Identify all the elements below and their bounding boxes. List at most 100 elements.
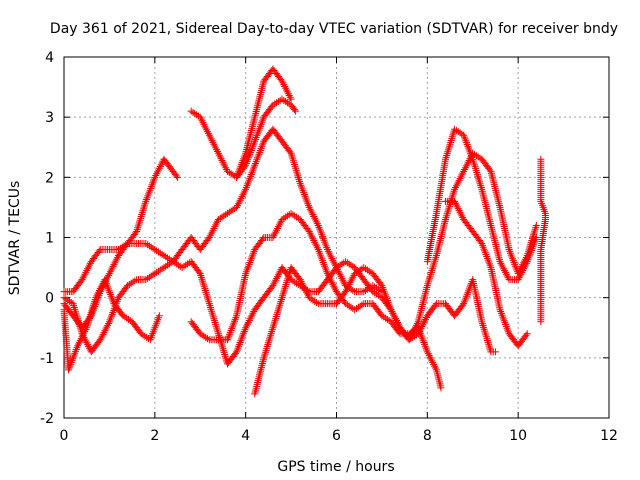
data-point [532,221,540,229]
data-point [121,313,129,321]
data-point [462,162,470,170]
data-point [273,226,281,234]
data-point [84,265,92,273]
data-point [419,321,427,329]
data-point [233,202,241,210]
data-point [514,276,522,284]
data-point [351,270,359,278]
data-point [208,228,216,236]
data-point [206,232,214,240]
data-point [312,240,320,248]
data-point [426,353,434,361]
data-point [221,162,229,170]
series-track-10 [442,197,531,350]
x-tick-label: 4 [241,428,250,444]
data-point [238,193,246,201]
data-point [200,120,208,128]
data-point [409,329,417,337]
data-point [310,212,318,220]
data-point [452,201,460,209]
data-point [227,170,235,178]
data-point [327,253,335,261]
data-point [125,280,133,288]
data-point [308,209,316,217]
data-point [164,261,172,269]
data-point [218,156,226,164]
data-point [311,297,319,305]
data-point [456,129,464,137]
data-point [339,276,347,284]
data-point [119,312,127,320]
data-point [164,254,172,262]
data-point [204,129,212,137]
data-point [312,216,320,224]
data-point [337,273,345,281]
data-point [458,171,466,179]
data-point [331,260,339,268]
data-point [205,131,213,139]
data-point [214,147,222,155]
data-point [464,158,472,166]
data-point [154,166,162,174]
data-point [394,320,402,328]
data-point [282,213,290,221]
data-point [287,209,295,217]
data-point [523,330,531,338]
data-point [213,219,221,227]
data-point [455,206,463,214]
data-point [234,200,242,208]
data-point [103,323,111,331]
x-axis-label: GPS time / hours [277,459,394,475]
data-point [352,304,360,312]
data-point [172,172,180,180]
data-point [104,321,112,329]
data-point [282,84,290,92]
data-point [76,336,84,344]
data-point [412,321,420,329]
data-point [405,336,413,344]
data-point [82,337,90,345]
data-point [365,267,373,275]
data-point [291,212,299,220]
data-point [372,290,380,298]
data-point [296,276,304,284]
data-point [356,302,364,310]
data-point [284,90,292,98]
data-point [207,230,215,238]
x-tick-label: 8 [423,428,432,444]
data-points [60,65,549,398]
data-point [209,138,217,146]
data-point [151,246,159,254]
data-point [454,178,462,186]
data-point [305,294,313,302]
data-point [300,283,308,291]
data-point [198,331,206,339]
data-point [75,340,83,348]
data-point [203,126,211,134]
data-point [428,357,436,365]
data-point [378,312,386,320]
data-point [453,180,461,188]
data-point [144,241,152,249]
data-point [249,309,257,317]
data-point [279,79,287,87]
data-point [330,258,338,266]
data-point [282,98,290,106]
data-point [309,296,317,304]
data-point [383,315,391,323]
data-point [327,277,335,285]
data-point [313,244,321,252]
data-point [286,93,294,101]
data-point [184,260,192,268]
y-tick-label: 3 [45,110,54,126]
data-point [362,265,370,273]
data-point [503,272,511,280]
series-track-8 [233,65,295,181]
data-point [222,211,230,219]
data-point [313,242,321,250]
data-point [105,271,113,279]
data-point [431,362,439,370]
data-point [301,285,309,293]
